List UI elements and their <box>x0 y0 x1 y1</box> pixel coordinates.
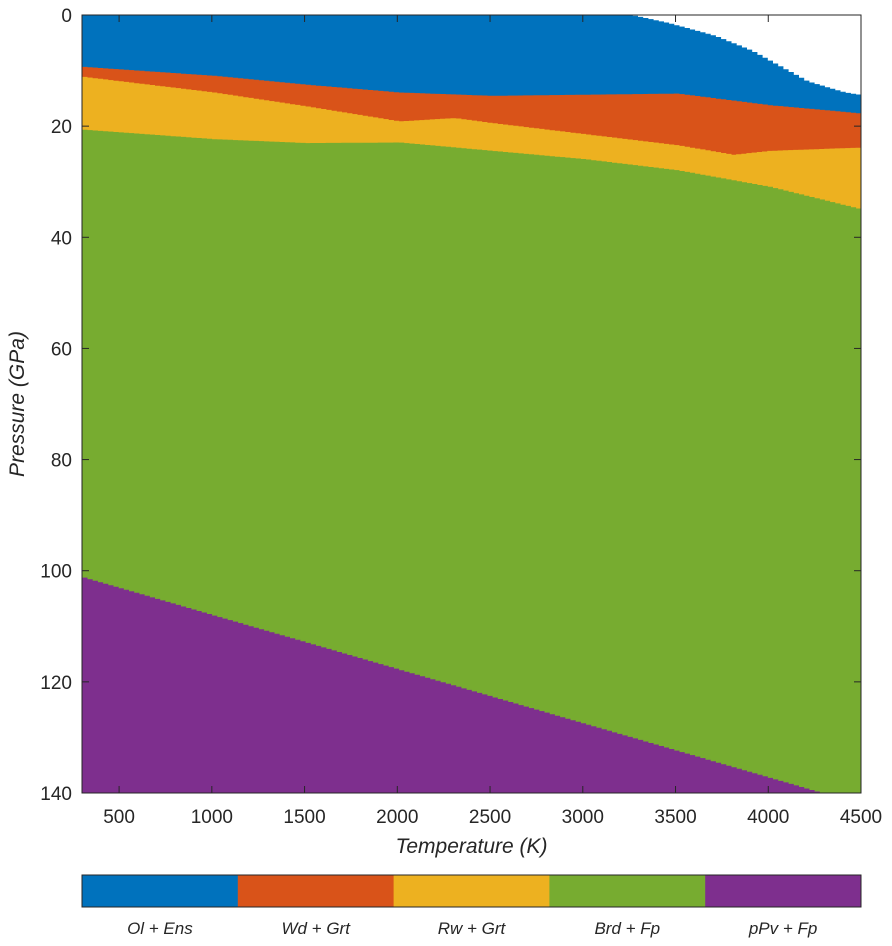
y-tick-label: 80 <box>51 451 72 472</box>
y-axis-ticks: 0 20 40 60 80 100 120 140 <box>40 6 861 805</box>
x-tick-label: 1500 <box>283 807 325 828</box>
colorbar-swatch-ppv-fp <box>705 875 862 907</box>
x-tick-label: 2000 <box>376 807 418 828</box>
axes-box <box>81 14 862 794</box>
colorbar-swatch-brd-fp <box>549 875 706 907</box>
x-tick-label: 4000 <box>747 807 789 828</box>
colorbar-label: pPv + Fp <box>748 919 818 938</box>
colorbar-label: Rw + Grt <box>438 919 507 938</box>
y-tick-label: 20 <box>51 117 72 138</box>
x-tick-label: 4500 <box>840 807 882 828</box>
colorbar-legend: Ol + Ens Wd + Grt Rw + Grt Brd + Fp pPv + Fp <box>81 874 862 938</box>
x-axis-ticks: 500 1000 1500 2000 2500 3000 3500 4000 4500 <box>103 15 882 828</box>
x-tick-label: 1000 <box>191 807 233 828</box>
phase-regions <box>81 14 862 794</box>
colorbar-label: Ol + Ens <box>127 919 193 938</box>
colorbar-swatch-ol-ens <box>82 875 239 907</box>
y-tick-label: 0 <box>61 6 72 27</box>
x-tick-label: 500 <box>103 807 135 828</box>
colorbar-frame <box>81 874 862 908</box>
y-tick-label: 100 <box>40 562 72 583</box>
colorbar-swatch-wd-grt <box>237 875 395 907</box>
y-tick-label: 120 <box>40 673 72 694</box>
colorbar-label: Wd + Grt <box>281 919 351 938</box>
x-tick-label: 3000 <box>562 807 604 828</box>
colorbar-swatch-rw-grt <box>393 875 550 907</box>
y-tick-label: 60 <box>51 339 72 360</box>
colorbar-label: Brd + Fp <box>594 919 660 938</box>
y-tick-label: 40 <box>51 228 72 249</box>
y-axis-title: Pressure (GPa) <box>6 331 29 477</box>
y-tick-label: 140 <box>40 784 72 805</box>
x-axis-title: Temperature (K) <box>395 835 547 858</box>
x-tick-label: 3500 <box>654 807 696 828</box>
x-tick-label: 2500 <box>469 807 511 828</box>
